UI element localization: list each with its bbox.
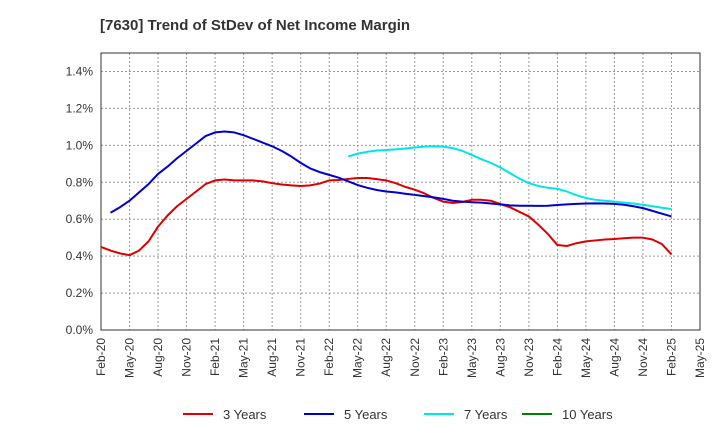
- x-tick-label: Nov-22: [408, 338, 422, 377]
- chart-title: [7630] Trend of StDev of Net Income Marg…: [100, 17, 410, 34]
- x-tick-label: May-21: [237, 338, 251, 378]
- series-line-5-years: [110, 130, 672, 218]
- x-tick-label: May-24: [579, 338, 593, 378]
- x-tick-label: Nov-20: [180, 338, 194, 377]
- x-tick-label: May-25: [693, 338, 707, 378]
- x-tick-label: Aug-22: [379, 338, 393, 377]
- x-tick-label: Aug-23: [493, 338, 507, 377]
- x-tick-label: Feb-21: [208, 338, 222, 376]
- y-tick-label: 1.0%: [66, 138, 94, 152]
- x-tick-label: May-23: [465, 338, 479, 378]
- x-axis-ticks: Feb-20 May-20 Aug-20 Nov-20 Feb-21 May-21 Aug-…: [94, 338, 707, 378]
- x-tick-label: Aug-20: [151, 338, 165, 377]
- y-tick-label: 0.0%: [66, 323, 94, 337]
- x-tick-label: Feb-24: [550, 338, 564, 376]
- x-tick-label: Feb-22: [322, 338, 336, 376]
- legend: 3 Years 5 Years 7 Years 10 Years: [183, 407, 613, 422]
- x-tick-label: May-20: [123, 338, 137, 378]
- x-tick-label: Feb-23: [436, 338, 450, 376]
- x-tick-label: Aug-21: [265, 338, 279, 377]
- grid: [101, 53, 700, 330]
- x-tick-label: Feb-20: [94, 338, 108, 376]
- legend-label-3-years: 3 Years: [223, 407, 267, 422]
- legend-label-7-years: 7 Years: [464, 407, 508, 422]
- y-tick-label: 0.4%: [66, 249, 94, 263]
- plot-frame: [100, 52, 701, 331]
- y-tick-label: 1.2%: [66, 101, 94, 115]
- y-axis-ticks: 0.0% 0.2% 0.4% 0.6% 0.8% 1.0% 1.2% 1.4%: [66, 64, 94, 337]
- x-tick-label: May-22: [351, 338, 365, 378]
- x-tick-label: Nov-21: [294, 338, 308, 377]
- y-tick-label: 0.8%: [66, 175, 94, 189]
- series-line-7-years: [347, 145, 672, 211]
- series-layer: [100, 130, 673, 257]
- y-tick-label: 1.4%: [66, 64, 94, 78]
- y-tick-label: 0.2%: [66, 286, 94, 300]
- x-tick-label: Nov-23: [522, 338, 536, 377]
- x-tick-label: Feb-25: [664, 338, 678, 376]
- legend-label-10-years: 10 Years: [562, 407, 613, 422]
- series-line-3-years: [100, 177, 673, 257]
- legend-label-5-years: 5 Years: [344, 407, 388, 422]
- y-tick-label: 0.6%: [66, 212, 94, 226]
- x-tick-label: Aug-24: [607, 338, 621, 377]
- x-tick-label: Nov-24: [636, 338, 650, 377]
